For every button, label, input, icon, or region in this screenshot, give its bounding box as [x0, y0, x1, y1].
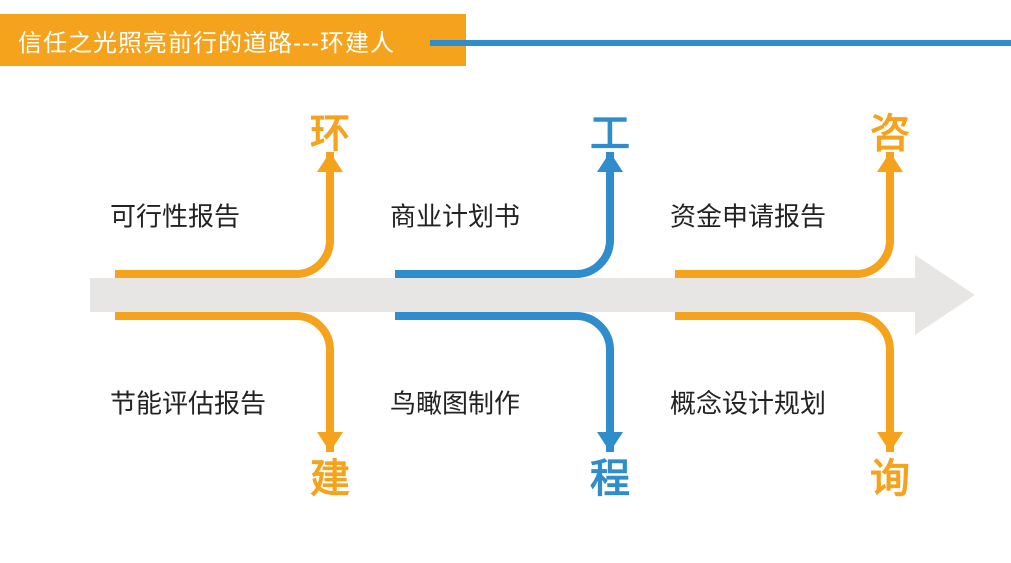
top-char: 工	[590, 101, 630, 159]
top-char: 咨	[870, 101, 910, 159]
bottom-char: 询	[870, 446, 910, 504]
bottom-char: 建	[310, 446, 350, 504]
bottom-label: 节能评估报告	[110, 384, 266, 421]
bottom-label: 概念设计规划	[670, 384, 826, 421]
top-label: 可行性报告	[110, 197, 240, 234]
slide-canvas: 信任之光照亮前行的道路---环建人 环建可行性报告节能评估报告工程商业计划书鸟瞰…	[0, 0, 1011, 563]
top-label: 商业计划书	[390, 197, 520, 234]
bottom-label: 鸟瞰图制作	[390, 384, 520, 421]
flow-diagram	[0, 0, 1011, 563]
axis-arrow	[90, 255, 975, 335]
top-char: 环	[310, 101, 350, 159]
top-label: 资金申请报告	[670, 197, 826, 234]
bottom-char: 程	[590, 446, 630, 504]
